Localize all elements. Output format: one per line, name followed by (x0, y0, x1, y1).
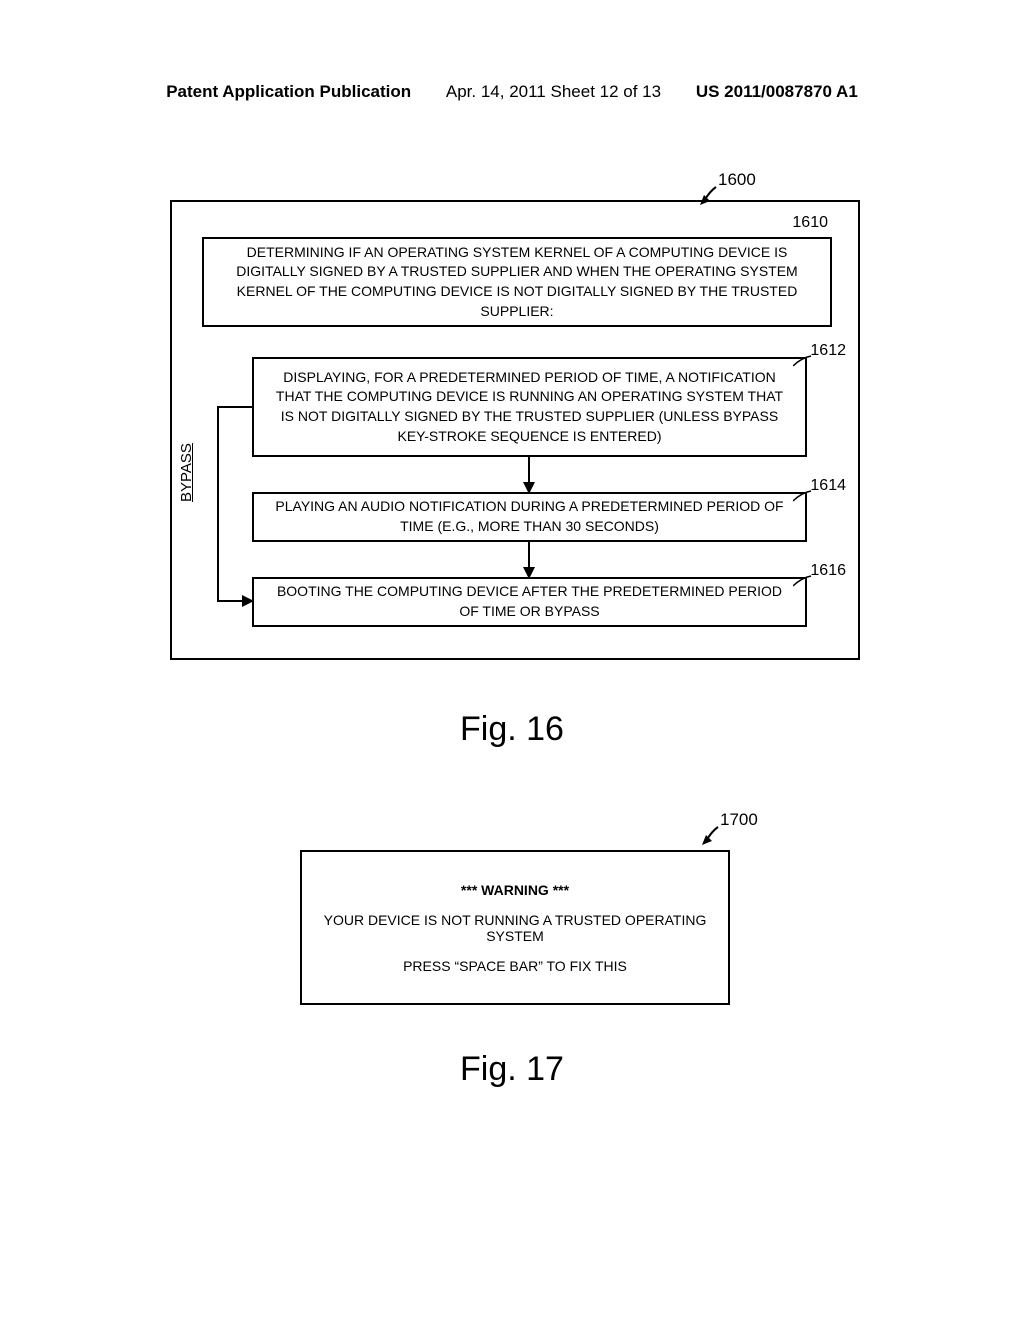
bypass-label: BYPASS (178, 443, 195, 502)
step-1614-text: PLAYING AN AUDIO NOTIFICATION DURING A P… (274, 497, 785, 536)
header-middle: Apr. 14, 2011 Sheet 12 of 13 (446, 82, 661, 101)
flowchart-step-1612: DISPLAYING, FOR A PREDETERMINED PERIOD O… (252, 357, 807, 457)
page-header: Patent Application Publication Apr. 14, … (0, 82, 1024, 102)
bypass-h1 (217, 406, 252, 408)
warning-instruction: PRESS “SPACE BAR” TO FIX THIS (403, 958, 627, 974)
fig17-warning-box: *** WARNING *** YOUR DEVICE IS NOT RUNNI… (300, 850, 730, 1005)
flowchart-step-1610: DETERMINING IF AN OPERATING SYSTEM KERNE… (202, 237, 832, 327)
bypass-h2 (217, 600, 244, 602)
bypass-arrowhead-icon (242, 595, 254, 607)
flowchart-step-1616: BOOTING THE COMPUTING DEVICE AFTER THE P… (252, 577, 807, 627)
fig16-caption: Fig. 16 (0, 710, 1024, 749)
header-right: US 2011/0087870 A1 (696, 82, 858, 101)
bypass-v (217, 406, 219, 602)
step-1610-text: DETERMINING IF AN OPERATING SYSTEM KERNE… (224, 243, 810, 321)
reference-1616: 1616 (810, 562, 846, 580)
warning-message: YOUR DEVICE IS NOT RUNNING A TRUSTED OPE… (312, 912, 718, 944)
warning-title: *** WARNING *** (461, 882, 569, 898)
flowchart-step-1614: PLAYING AN AUDIO NOTIFICATION DURING A P… (252, 492, 807, 542)
reference-1610: 1610 (792, 214, 828, 232)
header-left: Patent Application Publication (166, 82, 411, 101)
reference-1614: 1614 (810, 477, 846, 495)
reference-1700-arrow-icon (702, 823, 724, 845)
step-1616-text: BOOTING THE COMPUTING DEVICE AFTER THE P… (274, 582, 785, 621)
reference-1612: 1612 (810, 342, 846, 360)
reference-1700: 1700 (720, 810, 758, 830)
fig16-flowchart-container: 1610 DETERMINING IF AN OPERATING SYSTEM … (170, 200, 860, 660)
step-1612-text: DISPLAYING, FOR A PREDETERMINED PERIOD O… (274, 368, 785, 446)
reference-1600: 1600 (718, 170, 756, 190)
fig17-caption: Fig. 17 (0, 1050, 1024, 1089)
